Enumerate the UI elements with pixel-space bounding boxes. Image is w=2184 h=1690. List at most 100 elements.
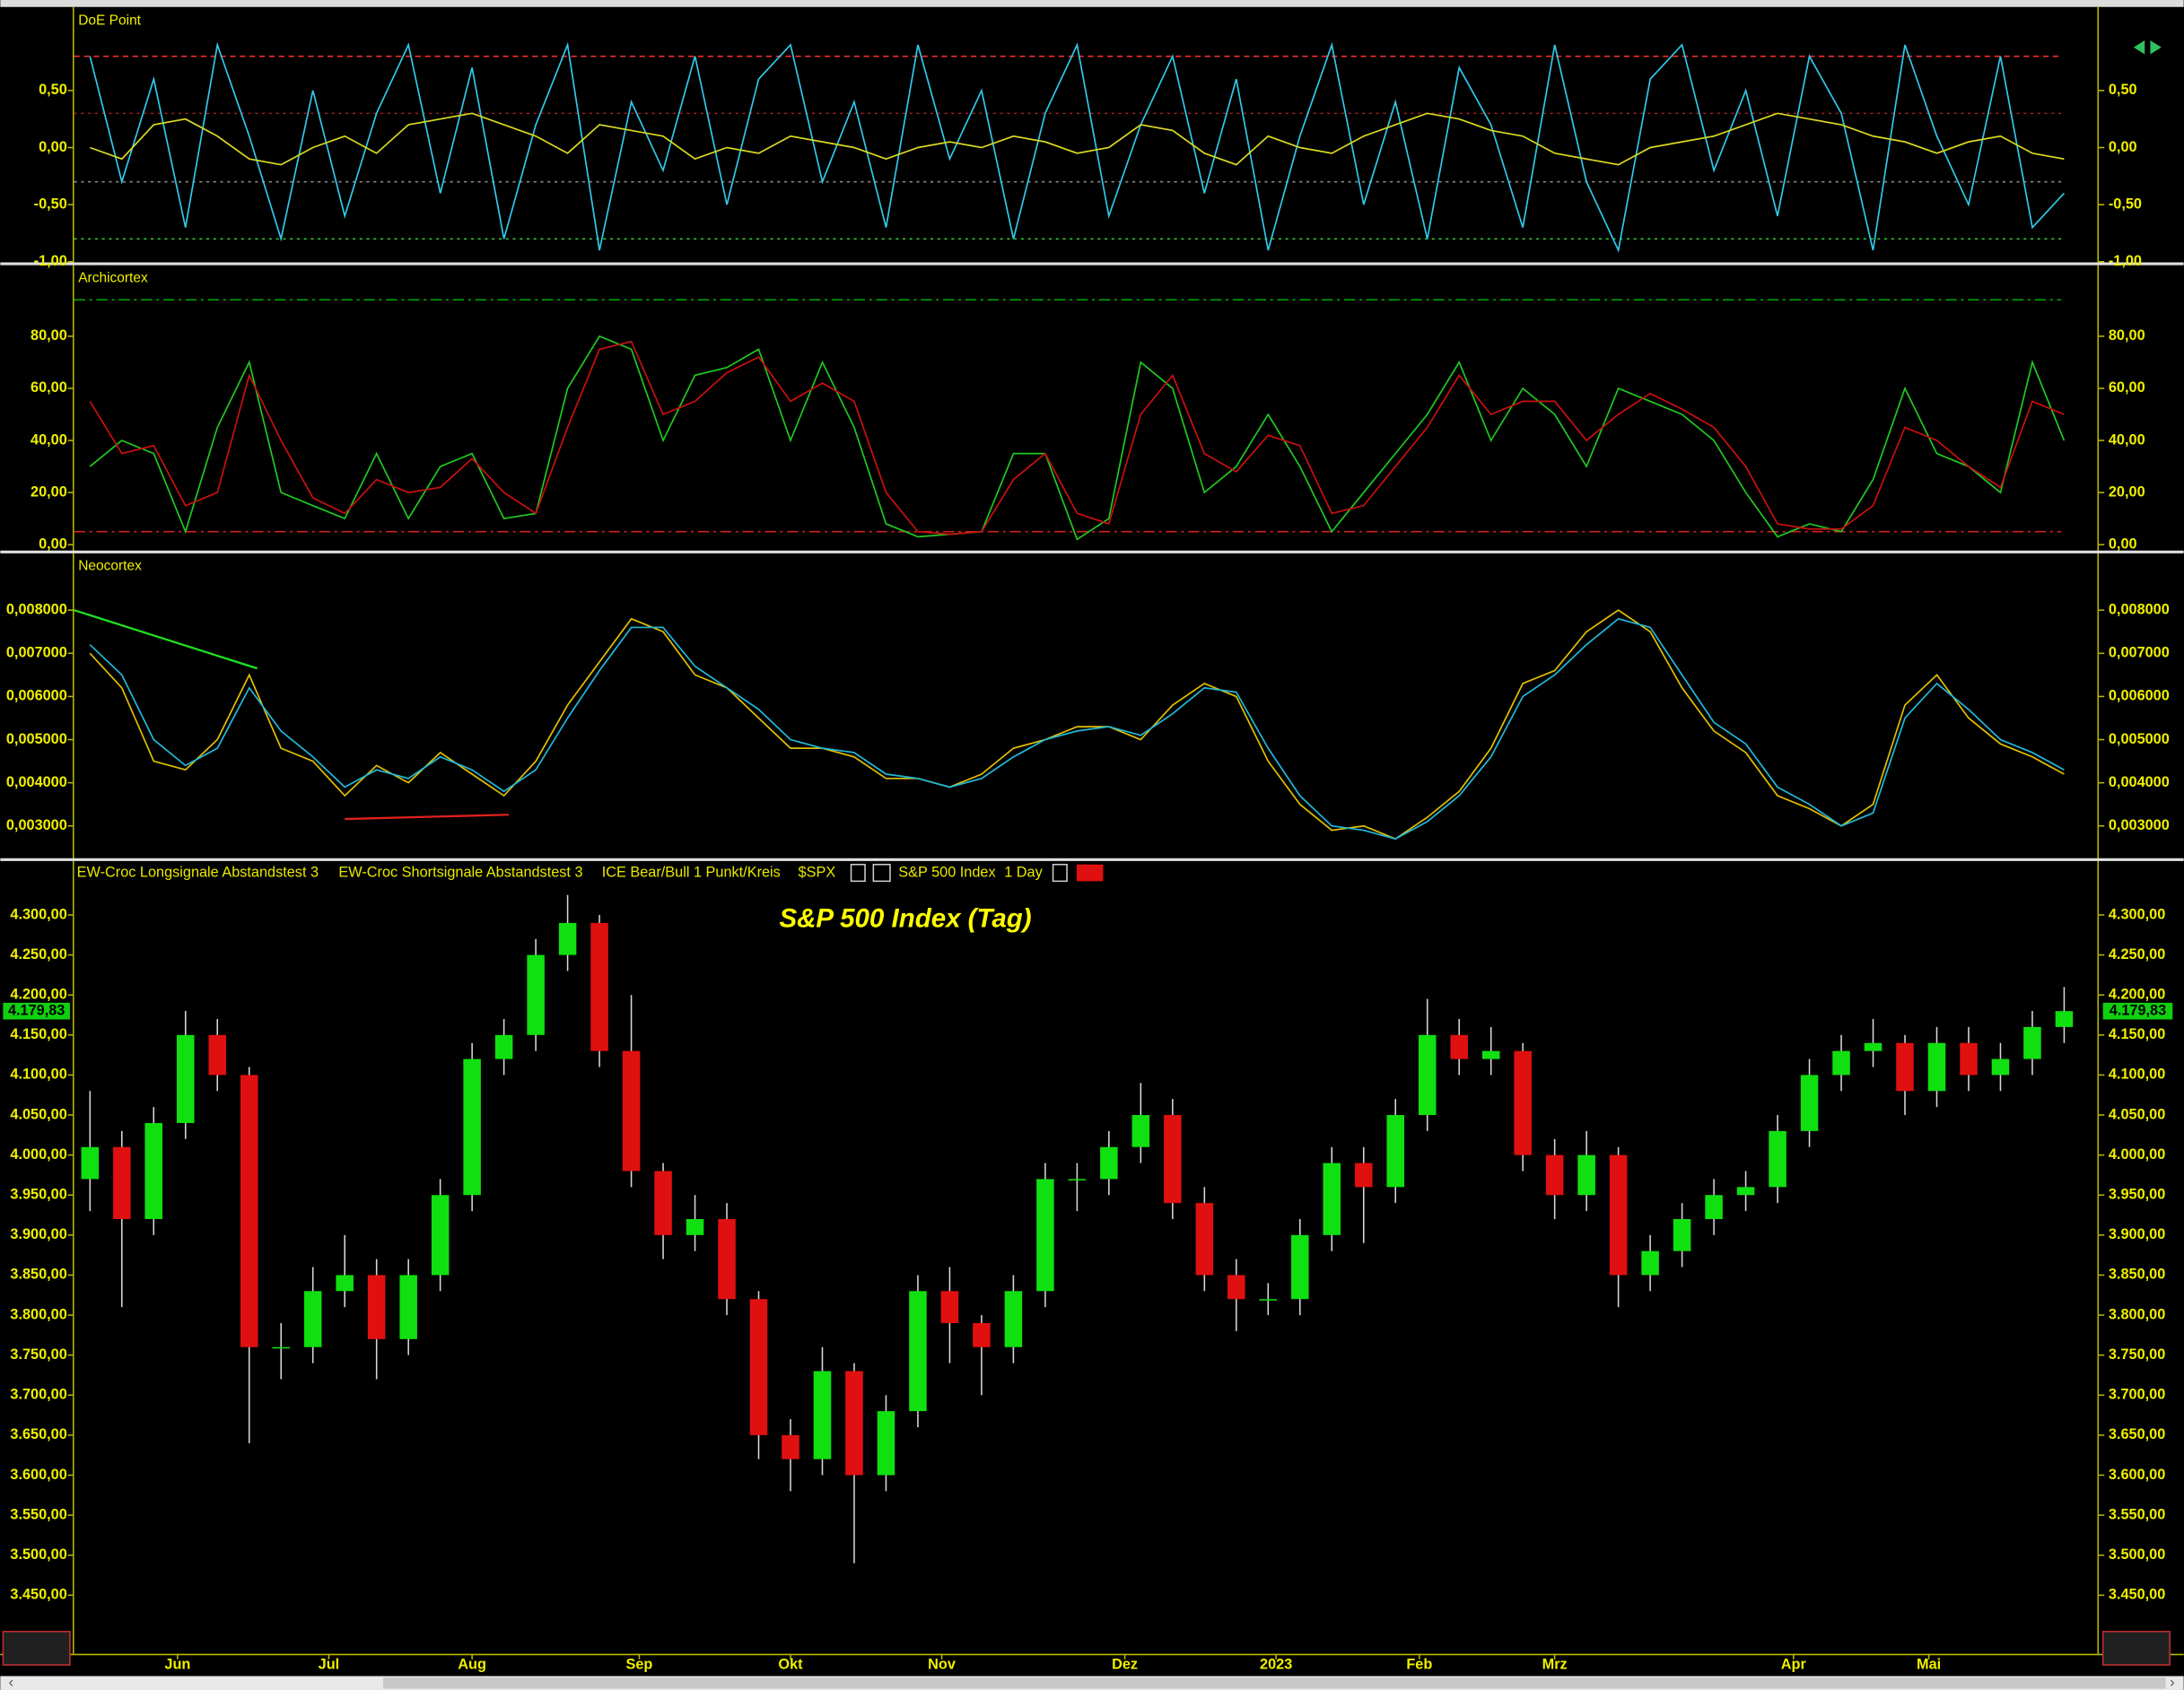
x-tick-label: Mrz	[1542, 1656, 1568, 1672]
y-tick-label: 0,50	[39, 82, 67, 98]
y-tick-label-right: 0,005000	[2109, 731, 2170, 747]
y-tick-label-right: 0,00	[2109, 139, 2137, 155]
candle-body	[1227, 1275, 1245, 1300]
candle-body	[1450, 1034, 1468, 1059]
y-tick-label: 0,007000	[6, 645, 67, 661]
candle-body	[1004, 1291, 1023, 1347]
candle-body	[940, 1291, 959, 1323]
y-tick-label-right: 3.700,00	[2109, 1387, 2165, 1403]
y-tick-label: 3.650,00	[10, 1426, 66, 1442]
y-tick-label-right: 4.150,00	[2109, 1026, 2165, 1042]
y-tick-label: 0,008000	[6, 601, 67, 617]
legend-item: ICE Bear/Bull 1 Punkt/Kreis	[602, 864, 781, 880]
indicator-line	[89, 112, 2065, 166]
candle-body	[1927, 1042, 1946, 1092]
y-tick-label-right: 80,00	[2109, 327, 2145, 344]
panel-name: DoE Point	[78, 13, 141, 28]
candle-body	[1577, 1154, 1595, 1196]
y-tick-label-right: 3.550,00	[2109, 1506, 2165, 1522]
candle-body	[1386, 1115, 1404, 1188]
y-tick-label: 20,00	[31, 483, 67, 500]
x-tick-label: Jul	[319, 1656, 340, 1672]
scrollbar-thumb[interactable]	[383, 1677, 2166, 1689]
y-tick-label: 0,005000	[6, 731, 67, 747]
candle-body	[2055, 1011, 2074, 1027]
scroll-left[interactable]: ‹	[9, 1675, 13, 1690]
y-tick-label-right: 0,50	[2109, 82, 2137, 98]
y-tick-label: 0,004000	[6, 774, 67, 790]
candle-body	[81, 1146, 100, 1180]
candle-body	[749, 1299, 768, 1435]
candle-body	[367, 1275, 386, 1339]
candle-body	[590, 922, 608, 1051]
panel-name: Neocortex	[78, 559, 142, 574]
candle-body	[1736, 1187, 1755, 1196]
candle-body	[1960, 1042, 1978, 1076]
candle-body	[1991, 1058, 2010, 1076]
legend-item: EW-Croc Shortsignale Abstandstest 3	[338, 864, 582, 880]
candle-body	[1673, 1219, 1691, 1251]
dropdown[interactable]	[850, 863, 866, 883]
trendline	[74, 609, 258, 670]
y-tick-label: 60,00	[31, 379, 67, 396]
candle-body	[1705, 1195, 1723, 1220]
candle-body	[1514, 1050, 1532, 1155]
indicator-line	[89, 335, 2066, 541]
candle-body	[718, 1219, 736, 1300]
legend-item: 1 Day	[1004, 864, 1043, 880]
dropdown[interactable]	[1052, 863, 1068, 883]
y-tick-label: 4.100,00	[10, 1067, 66, 1083]
indicator-line	[89, 340, 2065, 536]
last-price-box-right	[2102, 1002, 2173, 1020]
candle-body	[494, 1034, 513, 1059]
y-tick-label: 4.150,00	[10, 1026, 66, 1042]
y-tick-label-right: 0,006000	[2109, 688, 2170, 704]
candle-body	[813, 1371, 832, 1459]
y-tick-label: 4.050,00	[10, 1106, 66, 1122]
candle-body	[303, 1291, 322, 1347]
candle-body	[399, 1275, 417, 1339]
candle-body	[1354, 1163, 1373, 1188]
candle-body	[1291, 1234, 1309, 1300]
y-tick-label: 4.250,00	[10, 946, 66, 963]
y-tick-label-right: 0,00	[2109, 536, 2137, 552]
x-tick-label: Nov	[928, 1656, 956, 1672]
y-tick-label-right: 4.050,00	[2109, 1106, 2165, 1122]
y-tick-label: 0,006000	[6, 688, 67, 704]
y-tick-label: 0,00	[39, 139, 67, 155]
candle-body	[177, 1034, 195, 1123]
candle-body	[1036, 1179, 1054, 1292]
legend-item: S&P 500 Index	[898, 864, 995, 880]
candle-body	[1100, 1146, 1118, 1180]
candle-body	[1864, 1042, 1883, 1051]
x-tick-label: Apr	[1781, 1656, 1807, 1672]
status-box	[2, 1631, 71, 1666]
y-tick-label: 3.900,00	[10, 1226, 66, 1242]
candle-body	[463, 1058, 481, 1196]
candle-body	[1418, 1034, 1437, 1116]
candle-body	[1323, 1163, 1341, 1235]
indicator-line	[89, 617, 2065, 841]
last-price-box	[3, 1002, 70, 1020]
candle-body	[782, 1434, 799, 1459]
candle-body	[622, 1050, 641, 1172]
y-tick-label: 3.600,00	[10, 1467, 66, 1483]
scroll-right[interactable]: ›	[2170, 1675, 2174, 1690]
y-tick-label-right: 0,008000	[2109, 601, 2170, 617]
y-tick-label: 80,00	[31, 327, 67, 344]
y-tick-label: 4.300,00	[10, 906, 66, 922]
y-tick-label-right: 0,007000	[2109, 645, 2170, 661]
dropdown[interactable]	[872, 863, 891, 883]
y-tick-label: 3.550,00	[10, 1506, 66, 1522]
candle-body	[1609, 1154, 1628, 1276]
candle-body	[973, 1322, 991, 1347]
scroll-arrows-icon[interactable]	[2133, 40, 2162, 55]
x-tick-label: Feb	[1406, 1656, 1432, 1672]
panel-name: Archicortex	[78, 270, 148, 285]
y-tick-label-right: 4.200,00	[2109, 986, 2165, 1002]
y-tick-label-right: 0,003000	[2109, 817, 2170, 833]
close-button[interactable]	[1076, 864, 1104, 882]
y-tick-label: 3.450,00	[10, 1587, 66, 1603]
candle-body	[1068, 1179, 1087, 1180]
